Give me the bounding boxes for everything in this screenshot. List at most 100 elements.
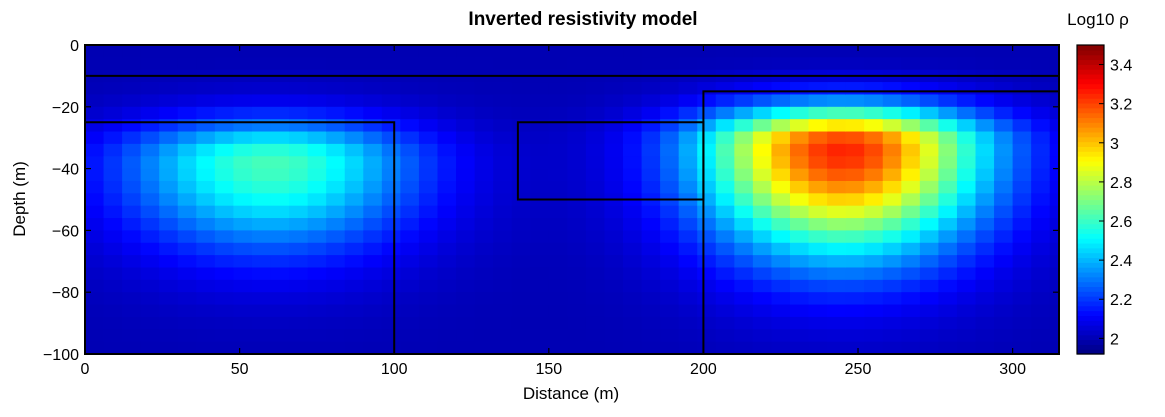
heatmap-cell (919, 180, 940, 194)
colorbar-swatch (1077, 209, 1104, 215)
heatmap-cell (437, 218, 457, 231)
heatmap-cell (1031, 329, 1051, 343)
heatmap-cell (864, 316, 884, 330)
colorbar-swatch (1077, 334, 1104, 341)
colorbar-swatch (1077, 305, 1104, 312)
heatmap-cell (1031, 180, 1051, 194)
heatmap-cell (103, 168, 123, 182)
heatmap-cell (1012, 230, 1032, 244)
heatmap-cell (882, 106, 902, 120)
heatmap-cell (344, 131, 364, 145)
heatmap-cell (1031, 94, 1051, 108)
heatmap-cell (418, 180, 439, 194)
heatmap-cell (456, 230, 476, 244)
heatmap-cell (697, 156, 717, 170)
heatmap-cell (400, 131, 420, 145)
heatmap-cell (85, 230, 105, 244)
heatmap-cell (956, 242, 977, 256)
heatmap-cell (715, 279, 735, 293)
heatmap-cell (623, 45, 643, 58)
heatmap-cell (456, 106, 476, 120)
heatmap-cell (177, 218, 197, 231)
heatmap-cell (177, 341, 197, 355)
heatmap-cell (752, 242, 773, 256)
heatmap-cell (251, 143, 272, 157)
heatmap-cell (864, 106, 884, 120)
colorbar-tick-label: 2.6 (1110, 214, 1132, 231)
heatmap-cell (864, 131, 884, 145)
heatmap-cell (307, 45, 327, 58)
heatmap-cell (493, 156, 513, 170)
heatmap-cell (752, 82, 773, 96)
heatmap-cell (103, 205, 123, 219)
heatmap-cell (975, 193, 995, 207)
heatmap-cell (140, 143, 160, 157)
heatmap-cell (567, 119, 587, 133)
heatmap-cell (827, 329, 847, 343)
heatmap-cell (344, 119, 364, 133)
heatmap-cell (567, 316, 587, 330)
heatmap-cell (548, 94, 568, 108)
heatmap-cell (530, 119, 550, 133)
colorbar-swatch (1077, 291, 1104, 297)
heatmap-cell (752, 292, 773, 306)
heatmap-cell (585, 131, 606, 145)
heatmap-cell (975, 279, 995, 293)
heatmap-cell (808, 292, 828, 306)
heatmap-cell (734, 304, 754, 318)
heatmap-cell (771, 242, 791, 256)
heatmap-cell (140, 329, 160, 343)
heatmap-cell (956, 106, 977, 120)
heatmap-cell (196, 82, 216, 96)
colorbar-label: Log10 ρ (1067, 10, 1129, 29)
heatmap-cell (493, 106, 513, 120)
heatmap-cell (660, 218, 680, 231)
heatmap-cell (270, 242, 290, 256)
heatmap-cell (418, 267, 439, 281)
y-axis: 0 −20 −40 −60 −80 −100 (43, 38, 1059, 364)
heatmap-cell (771, 255, 791, 269)
heatmap-cell (511, 341, 531, 355)
heatmap-cell (975, 143, 995, 157)
heatmap-cell (233, 82, 253, 96)
heatmap-cell (845, 316, 865, 330)
heatmap-cell (827, 45, 847, 58)
heatmap-cell (400, 267, 420, 281)
heatmap-cell (567, 255, 587, 269)
heatmap-cell (845, 267, 865, 281)
heatmap-cell (678, 329, 698, 343)
heatmap-cell (363, 304, 383, 318)
heatmap-cell (1031, 156, 1051, 170)
heatmap-cell (233, 106, 253, 120)
heatmap-cell (363, 193, 383, 207)
heatmap-cell (827, 156, 847, 170)
heatmap-cell (1049, 119, 1060, 133)
heatmap-cell (697, 193, 717, 207)
heatmap-cell (771, 329, 791, 343)
heatmap-cell (456, 168, 476, 182)
heatmap-cell (307, 316, 327, 330)
heatmap-cell (456, 218, 476, 231)
heatmap-cell (660, 119, 680, 133)
heatmap-cell (678, 143, 698, 157)
heatmap-cell (641, 230, 661, 244)
heatmap-cell (456, 45, 476, 58)
colorbar-swatch (1077, 78, 1104, 85)
heatmap-cell (901, 45, 921, 58)
heatmap-cell (548, 119, 568, 133)
heatmap-cell (400, 292, 420, 306)
heatmap-cell (344, 218, 364, 231)
heatmap-cell (660, 156, 680, 170)
heatmap-cell (641, 180, 661, 194)
heatmap-cell (956, 143, 977, 157)
heatmap-cell (233, 255, 253, 269)
heatmap-cell (456, 180, 476, 194)
heatmap-cell (307, 82, 327, 96)
heatmap-cell (585, 341, 606, 355)
heatmap-cell (251, 131, 272, 145)
colorbar-swatch (1077, 262, 1104, 268)
heatmap-cell (103, 304, 123, 318)
heatmap-cell (233, 329, 253, 343)
heatmap-cell (474, 304, 494, 318)
heatmap-cell (678, 119, 698, 133)
